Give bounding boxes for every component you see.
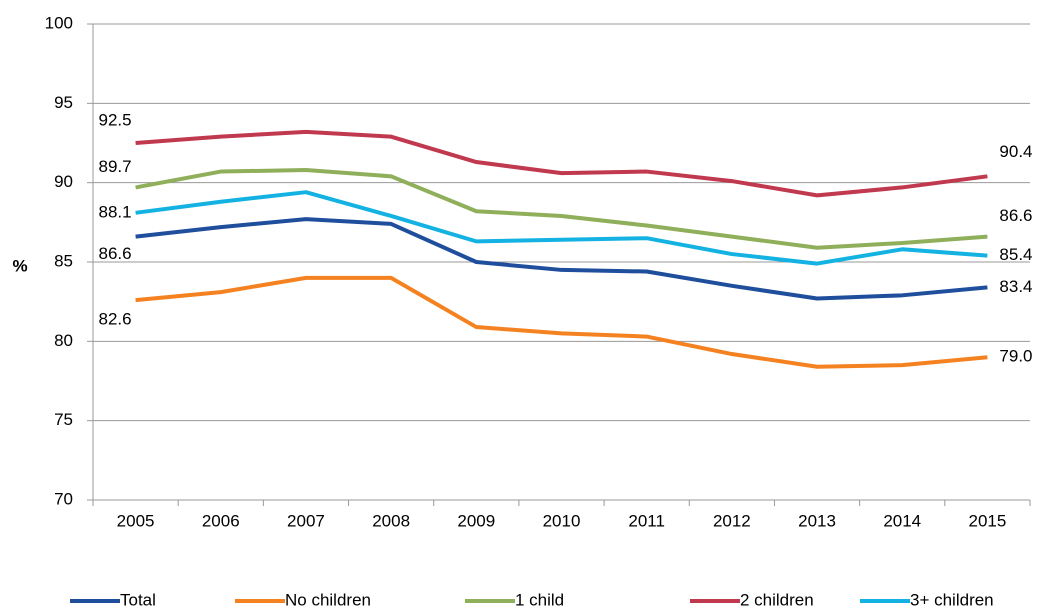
y-tick-label: 95: [54, 93, 73, 112]
data-label: 86.6: [98, 244, 131, 263]
y-tick-label: 90: [54, 172, 73, 191]
x-tick-label: 2012: [713, 511, 751, 530]
series-line: [135, 275, 988, 369]
data-label: 88.1: [98, 202, 131, 221]
legend-label: Total: [120, 590, 156, 609]
x-tick-label: 2013: [798, 511, 836, 530]
y-axis-label: %: [12, 256, 27, 275]
data-label: 86.6: [999, 206, 1032, 225]
y-tick-label: 75: [54, 410, 73, 429]
x-tick-label: 2008: [372, 511, 410, 530]
y-tick-label: 85: [54, 251, 73, 270]
x-tick-label: 2009: [457, 511, 495, 530]
y-tick-label: 70: [54, 489, 73, 508]
y-tick-label: 80: [54, 331, 73, 350]
y-tick-label: 100: [45, 13, 73, 32]
series-line: [135, 129, 988, 198]
series-line: [135, 190, 988, 266]
legend-label: 2 children: [740, 590, 814, 609]
x-tick-label: 2006: [202, 511, 240, 530]
x-tick-label: 2014: [883, 511, 921, 530]
series-line: [135, 167, 988, 250]
data-label: 92.5: [98, 110, 131, 129]
x-tick-label: 2011: [628, 511, 665, 530]
x-tick-label: 2015: [968, 511, 1006, 530]
legend-label: 3+ children: [910, 590, 994, 609]
data-label: 90.4: [999, 142, 1032, 161]
data-label: 83.4: [999, 277, 1032, 296]
x-tick-label: 2007: [287, 511, 325, 530]
legend-label: No children: [285, 590, 371, 609]
data-label: 85.4: [999, 245, 1032, 264]
data-label: 79.0: [999, 347, 1032, 366]
data-label: 82.6: [98, 310, 131, 329]
data-label: 89.7: [98, 157, 131, 176]
x-tick-label: 2010: [543, 511, 581, 530]
series-line: [135, 217, 988, 301]
x-tick-label: 2005: [117, 511, 155, 530]
legend-label: 1 child: [515, 590, 564, 609]
